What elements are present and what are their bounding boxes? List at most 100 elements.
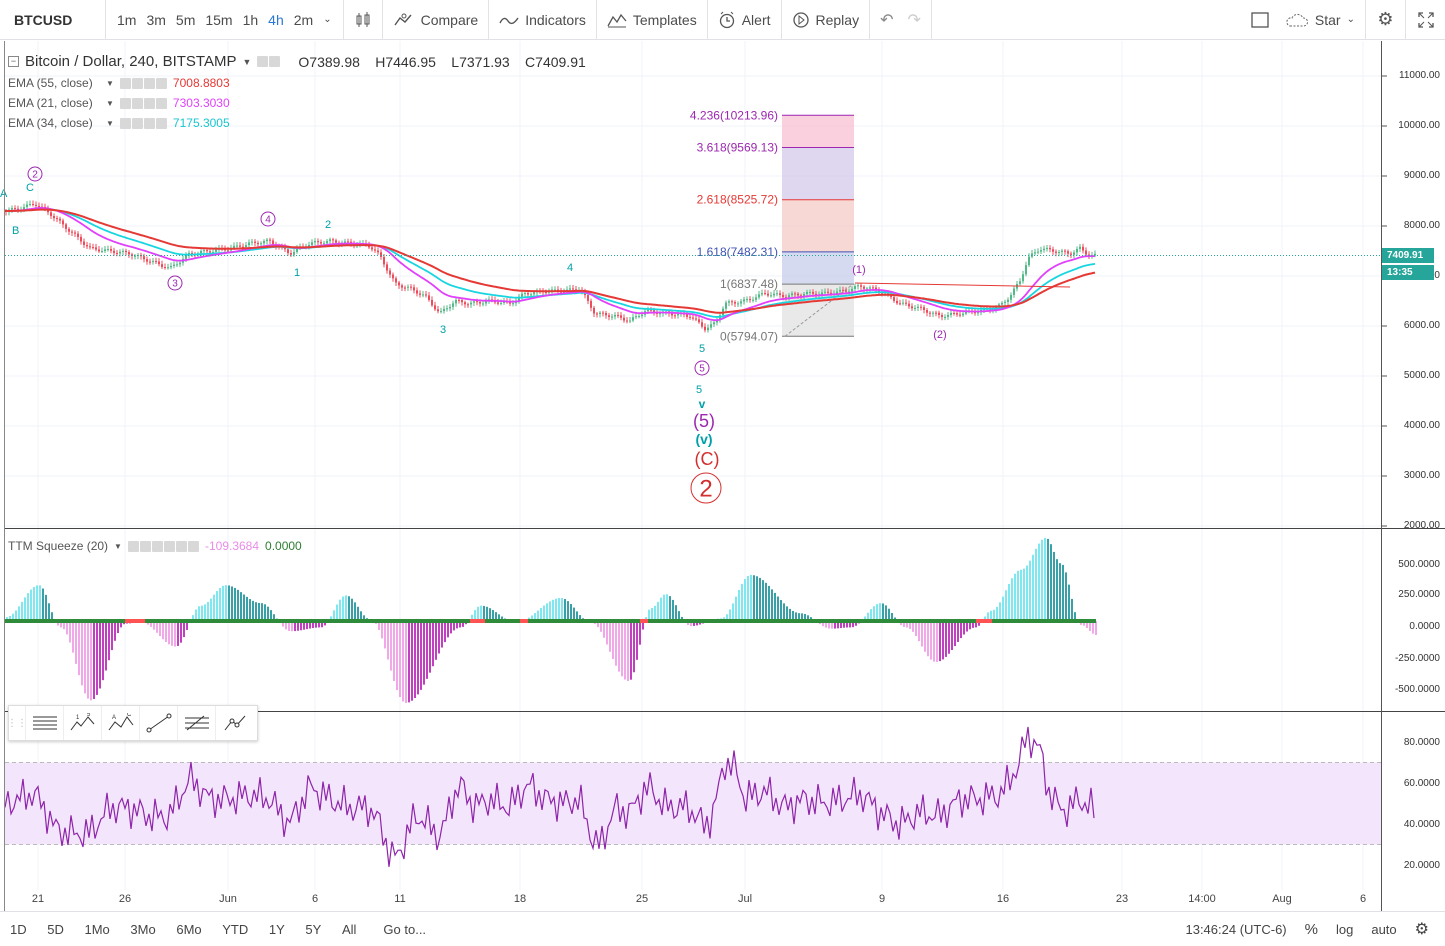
candle-body: [728, 301, 730, 303]
clock-time[interactable]: 13:46:24 (UTC-6): [1185, 921, 1287, 937]
pane-separator-2[interactable]: [4, 711, 1445, 712]
star-button[interactable]: Star ⌄: [1275, 0, 1365, 40]
trend-line-tool-icon[interactable]: [139, 706, 177, 740]
pane-separator-1[interactable]: [4, 528, 1445, 529]
chevron-down-icon[interactable]: ▼: [114, 541, 122, 551]
drag-handle-icon[interactable]: ⋮⋮: [7, 717, 27, 729]
percent-scale-toggle[interactable]: %: [1304, 920, 1318, 938]
wave-label-3-teal: 3: [440, 324, 446, 336]
undo-icon[interactable]: ↶: [880, 11, 894, 29]
candle-body: [104, 249, 106, 252]
indicators-button[interactable]: Indicators: [489, 0, 597, 40]
ttm-bar: [498, 614, 500, 621]
ttm-bar: [324, 621, 326, 626]
fullscreen-toggle-icon[interactable]: [1245, 0, 1275, 40]
chevron-down-icon[interactable]: ▼: [242, 56, 252, 67]
ttm-bar: [666, 594, 668, 621]
candle-body: [50, 212, 52, 217]
range-1y[interactable]: 1Y: [268, 921, 285, 937]
candle-body: [1061, 250, 1063, 252]
chevron-down-icon[interactable]: ⌄: [323, 14, 332, 25]
legend-buttons[interactable]: [127, 540, 199, 552]
symbol-search[interactable]: BTCUSD: [0, 0, 106, 40]
time-axis[interactable]: 21 26 Jun 6 11 18 25 Jul 9 16 23 14:00 Aug 6: [4, 890, 1381, 910]
chevron-down-icon[interactable]: ⌄: [1346, 14, 1355, 25]
ttm-bar: [342, 596, 344, 621]
ttm-bar: [984, 616, 986, 621]
candle-body: [878, 289, 880, 293]
legend-buttons[interactable]: [257, 56, 281, 67]
range-3mo[interactable]: 3Mo: [130, 921, 156, 937]
candle-body: [635, 316, 637, 318]
legend-buttons[interactable]: [119, 117, 167, 129]
horizontal-lines-tool-icon[interactable]: [25, 706, 63, 740]
ttm-bar: [183, 621, 185, 638]
ttm-bar: [867, 612, 869, 621]
legend-buttons[interactable]: [119, 77, 167, 89]
path-tool-icon[interactable]: [215, 706, 253, 740]
main-series-legend[interactable]: − Bitcoin / Dollar, 240, BITSTAMP ▼ O738…: [8, 53, 586, 70]
candle-body: [380, 252, 382, 257]
ttm-bar: [918, 621, 920, 642]
timeframe-5m[interactable]: 5m: [175, 11, 196, 28]
chevron-down-icon[interactable]: ▼: [106, 78, 114, 88]
chevron-down-icon[interactable]: ▼: [106, 118, 114, 128]
range-6mo[interactable]: 6Mo: [176, 921, 202, 937]
settings-gear-icon[interactable]: ⚙: [1365, 0, 1405, 40]
ema55-legend[interactable]: EMA (55, close) ▼ 7008.8803: [8, 76, 230, 90]
ema21-legend[interactable]: EMA (21, close) ▼ 7303.3030: [8, 96, 230, 110]
goto-button[interactable]: Go to...: [383, 921, 427, 937]
ttm-bar: [552, 599, 554, 621]
ttm-bar: [678, 611, 680, 621]
candle-body: [260, 243, 262, 245]
range-5d[interactable]: 5D: [47, 921, 64, 937]
chart-type-button[interactable]: [344, 0, 383, 40]
ema34-legend[interactable]: EMA (34, close) ▼ 7175.3005: [8, 116, 230, 130]
collapse-legend-icon[interactable]: −: [8, 56, 19, 67]
legend-buttons[interactable]: [119, 97, 167, 109]
candle-body: [860, 285, 862, 287]
alert-button[interactable]: Alert: [708, 0, 782, 40]
timeframe-3m[interactable]: 3m: [146, 11, 166, 28]
ttm-bar: [474, 610, 476, 621]
timeframe-4h[interactable]: 4h: [268, 11, 284, 28]
ttm-bar: [162, 621, 164, 640]
fib-retracement-tool-icon[interactable]: [177, 706, 215, 740]
timeframe-1h[interactable]: 1h: [242, 11, 259, 28]
range-1mo[interactable]: 1Mo: [84, 921, 110, 937]
range-5y[interactable]: 5Y: [305, 921, 322, 937]
range-ytd[interactable]: YTD: [222, 921, 249, 937]
price-axis[interactable]: 11000.0010000.009000.008000.007000.00600…: [1381, 41, 1445, 911]
ttm-bar: [876, 604, 878, 621]
ttm-bar: [606, 621, 608, 645]
ttm-bar: [477, 606, 479, 621]
redo-icon[interactable]: ↷: [907, 11, 921, 29]
range-1d[interactable]: 1D: [10, 921, 27, 937]
templates-button[interactable]: Templates: [597, 0, 708, 40]
wave-label-2-circled: 2: [32, 170, 38, 181]
auto-scale-toggle[interactable]: auto: [1371, 921, 1397, 937]
templates-icon: [607, 13, 627, 27]
range-all[interactable]: All: [341, 921, 357, 937]
compare-button[interactable]: Compare: [383, 0, 490, 40]
ttm-bar: [648, 609, 650, 621]
log-scale-toggle[interactable]: log: [1335, 921, 1354, 937]
ttm-bar: [96, 621, 98, 695]
timeframe-15m[interactable]: 15m: [205, 11, 233, 28]
ttm-legend[interactable]: TTM Squeeze (20) ▼ -109.3684 0.0000: [8, 539, 302, 553]
candle-body: [1028, 256, 1030, 266]
chart-canvas[interactable]: 4.236(10213.96) 3.618(9569.13) 2.618(8525.…: [0, 41, 1381, 911]
ttm-bar: [882, 603, 884, 621]
candle-body: [593, 307, 595, 314]
ttm-bar: [441, 621, 443, 648]
candle-body: [101, 251, 103, 253]
chevron-down-icon[interactable]: ▼: [106, 98, 114, 108]
replay-button[interactable]: Replay: [782, 0, 871, 40]
candle-body: [272, 240, 274, 245]
fullscreen-expand-icon[interactable]: [1405, 0, 1445, 40]
settings-gear-icon[interactable]: ⚙: [1414, 921, 1429, 938]
timeframe-1m[interactable]: 1m: [117, 11, 137, 28]
timeframe-2m[interactable]: 2m: [293, 11, 314, 28]
